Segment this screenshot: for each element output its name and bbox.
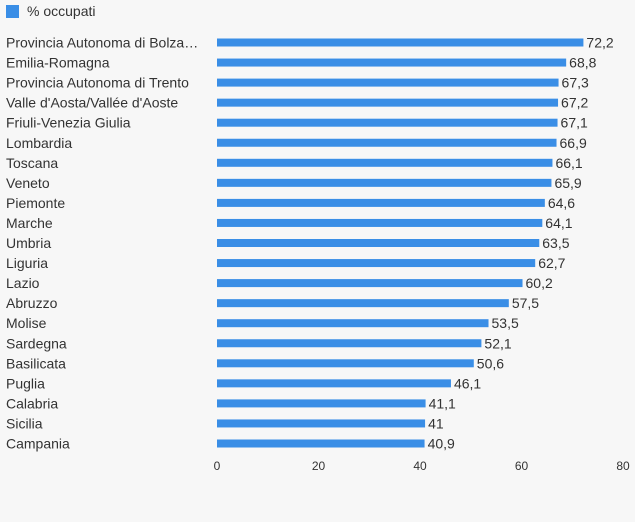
category-label: Calabria xyxy=(6,395,58,411)
value-label: 67,3 xyxy=(562,75,589,91)
category-label: Veneto xyxy=(6,175,50,191)
bar xyxy=(217,239,540,247)
bar xyxy=(217,259,536,268)
x-tick-label: 60 xyxy=(515,459,529,473)
category-label: Emilia-Romagna xyxy=(6,55,110,71)
category-label: Provincia Autonoma di Bolza… xyxy=(6,35,198,51)
category-label: Molise xyxy=(6,315,47,331)
x-tick-label: 0 xyxy=(214,459,221,473)
x-tick-label: 80 xyxy=(616,459,630,473)
bar xyxy=(217,279,523,288)
value-label: 68,8 xyxy=(569,55,596,71)
category-label: Provincia Autonoma di Trento xyxy=(6,75,189,91)
category-label: Puglia xyxy=(6,375,45,391)
bar xyxy=(217,218,543,227)
value-label: 64,1 xyxy=(545,215,572,231)
value-label: 67,2 xyxy=(561,95,588,111)
category-label: Lazio xyxy=(6,275,40,291)
bar xyxy=(217,158,553,167)
category-label: Valle d'Aosta/Vallée d'Aoste xyxy=(6,95,178,111)
value-label: 41 xyxy=(428,415,444,431)
bar xyxy=(217,359,474,368)
x-axis-ticks: 0 20 40 60 80 xyxy=(214,459,630,473)
bar xyxy=(217,138,557,147)
bar xyxy=(217,419,426,428)
value-label: 64,6 xyxy=(548,195,575,211)
category-label: Umbria xyxy=(6,235,51,251)
bar xyxy=(217,118,558,127)
bar xyxy=(217,98,559,107)
bar xyxy=(217,38,584,47)
category-label: Sardegna xyxy=(6,335,67,351)
value-label: 40,9 xyxy=(428,436,455,452)
bar xyxy=(217,299,509,308)
value-label: 41,1 xyxy=(429,395,456,411)
value-label: 46,1 xyxy=(454,375,481,391)
bar xyxy=(217,319,489,328)
value-label: 52,1 xyxy=(484,335,511,351)
category-label: Basilicata xyxy=(6,355,66,371)
bar xyxy=(217,78,559,87)
category-label: Marche xyxy=(6,215,53,231)
category-label: Liguria xyxy=(6,255,48,271)
legend-label: % occupati xyxy=(27,3,95,19)
category-label: Toscana xyxy=(6,155,58,171)
category-labels: Provincia Autonoma di Bolza… Emilia-Romag… xyxy=(6,35,198,452)
value-label: 50,6 xyxy=(477,355,504,371)
value-label: 62,7 xyxy=(538,255,565,271)
value-label: 57,5 xyxy=(512,295,539,311)
category-label: Campania xyxy=(6,436,70,452)
category-label: Lombardia xyxy=(6,135,72,151)
category-label: Friuli-Venezia Giulia xyxy=(6,115,131,131)
legend: % occupati xyxy=(6,3,95,19)
bar xyxy=(217,178,552,187)
x-tick-label: 20 xyxy=(312,459,326,473)
x-tick-label: 40 xyxy=(413,459,427,473)
category-label: Abruzzo xyxy=(6,295,58,311)
bar xyxy=(217,198,545,207)
category-label: Piemonte xyxy=(6,195,65,211)
bar xyxy=(217,439,425,448)
value-label: 67,1 xyxy=(561,115,588,131)
value-label: 63,5 xyxy=(542,235,569,251)
value-label: 65,9 xyxy=(554,175,581,191)
bar xyxy=(217,379,451,388)
legend-swatch xyxy=(6,5,19,18)
bar xyxy=(217,339,482,348)
value-label: 53,5 xyxy=(492,315,519,331)
value-label: 72,2 xyxy=(586,35,613,51)
value-labels: 72,2 68,8 67,3 67,2 67,1 66,9 66,1 65,9 64,6 64,1… xyxy=(428,35,614,452)
bars xyxy=(217,38,584,448)
value-label: 66,9 xyxy=(560,135,587,151)
bar xyxy=(217,58,567,67)
value-label: 60,2 xyxy=(526,275,553,291)
bar xyxy=(217,399,426,408)
category-label: Sicilia xyxy=(6,415,43,431)
value-label: 66,1 xyxy=(555,155,582,171)
